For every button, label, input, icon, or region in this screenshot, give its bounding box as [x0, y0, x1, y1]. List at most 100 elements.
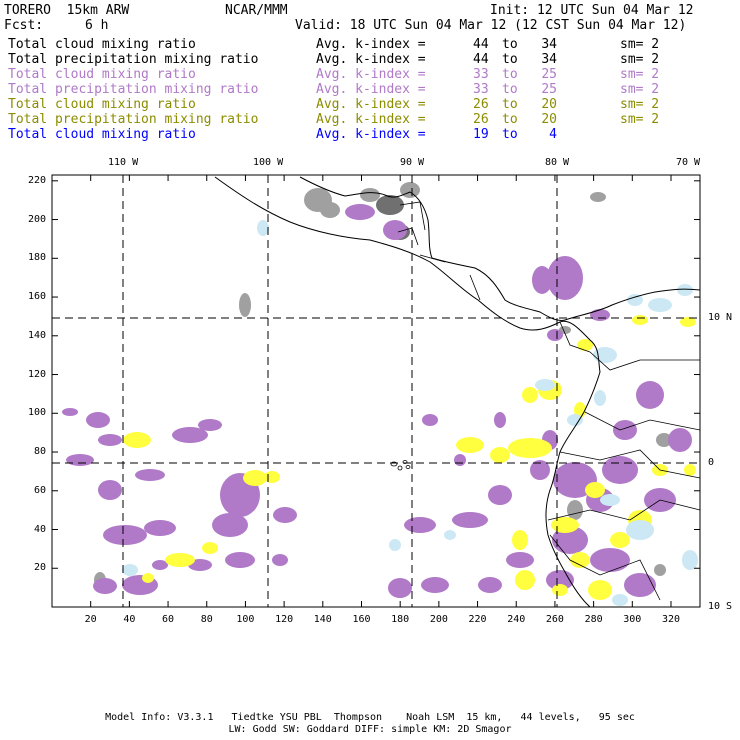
longitude-label: 110 W — [108, 157, 139, 168]
purple-cloud-region — [273, 507, 297, 523]
purple-cloud-region — [86, 412, 110, 428]
lightblue-cloud-region — [648, 298, 672, 312]
coastline-south-america — [564, 288, 700, 321]
purple-cloud-region — [103, 525, 147, 545]
yellow-cloud-region — [585, 482, 605, 498]
purple-cloud-region — [532, 266, 552, 294]
x-tick-label: 100 — [236, 614, 255, 625]
forecast-label: Fcst: — [4, 18, 44, 33]
yellow-cloud-region — [123, 432, 151, 448]
coastline-central-america — [214, 176, 601, 607]
cloud-fields — [62, 182, 698, 606]
x-tick-label: 220 — [468, 614, 487, 625]
lightblue-cloud-region — [567, 414, 583, 426]
x-tick-label: 80 — [200, 614, 213, 625]
lightblue-cloud-region — [626, 520, 654, 540]
purple-cloud-region — [636, 381, 664, 409]
yellow-cloud-region — [610, 532, 630, 548]
latitude-label: 0 — [708, 457, 715, 468]
legend-index-label: Avg. k-index = — [316, 127, 426, 142]
legend-to-word: to — [502, 112, 518, 127]
legend-smoothing: sm= 2 — [620, 52, 660, 67]
longitude-label: 90 W — [399, 157, 425, 168]
purple-cloud-region — [613, 420, 637, 440]
gray-cloud-region — [656, 433, 672, 447]
legend-from: 26 — [473, 97, 489, 112]
yellow-cloud-region — [202, 542, 218, 554]
longitude-label: 80 W — [544, 157, 570, 168]
purple-cloud-region — [547, 256, 583, 300]
yellow-cloud-region — [684, 464, 696, 476]
y-tick-label: 200 — [27, 213, 46, 225]
forecast-hours: 6 h — [85, 18, 109, 33]
legend-field: Total cloud mixing ratio — [8, 97, 196, 112]
purple-cloud-region — [590, 548, 630, 572]
x-tick-label: 320 — [661, 614, 681, 625]
legend-from: 26 — [473, 112, 489, 127]
gray-cloud-region — [567, 500, 583, 520]
legend-to: 20 — [541, 112, 557, 127]
gray-cloud-region — [400, 182, 420, 198]
plot-frame — [51, 174, 701, 608]
legend-field: Total precipitation mixing ratio — [8, 82, 259, 97]
purple-cloud-region — [345, 204, 375, 220]
legend-field: Total precipitation mixing ratio — [8, 52, 259, 67]
purple-cloud-region — [506, 552, 534, 568]
purple-cloud-region — [272, 554, 288, 566]
yellow-cloud-region — [165, 553, 195, 567]
yellow-cloud-region — [456, 437, 484, 453]
legend-to: 25 — [541, 82, 557, 97]
legend-from: 33 — [473, 82, 489, 97]
x-tick-label: 260 — [545, 614, 564, 625]
legend-to: 4 — [549, 127, 557, 142]
legend-index-label: Avg. k-index = — [316, 97, 426, 112]
legend-smoothing: sm= 2 — [620, 37, 660, 52]
legend-to-word: to — [502, 67, 518, 82]
gray-cloud-region — [590, 192, 606, 202]
legend-field: Total precipitation mixing ratio — [8, 112, 259, 127]
purple-cloud-region — [66, 454, 94, 466]
legend-to-word: to — [502, 127, 518, 142]
x-tick-label: 280 — [584, 614, 603, 625]
purple-cloud-region — [152, 560, 168, 570]
lightblue-cloud-region — [594, 390, 606, 406]
lightblue-cloud-region — [257, 220, 269, 236]
purple-cloud-region — [668, 428, 692, 452]
galapagos-islands — [390, 460, 411, 471]
darkgray-cloud-region — [376, 195, 404, 215]
y-tick-label: 140 — [27, 329, 46, 341]
x-tick-label: 60 — [162, 614, 175, 625]
lat-lon-grid — [52, 175, 700, 607]
purple-cloud-region — [98, 434, 122, 446]
axis-ticks — [52, 175, 700, 607]
legend-from: 44 — [473, 52, 489, 67]
model-title: TORERO 15km ARW — [4, 3, 130, 18]
legend-from: 44 — [473, 37, 489, 52]
yellow-cloud-region — [522, 387, 538, 403]
gray-cloud-region — [559, 326, 571, 334]
y-tick-label: 220 — [27, 174, 46, 186]
yellow-cloud-region — [512, 530, 528, 550]
gray-cloud-region — [239, 293, 251, 317]
legend-from: 19 — [473, 127, 489, 142]
lightblue-cloud-region — [122, 564, 138, 576]
purple-cloud-region — [552, 526, 588, 554]
yellow-cloud-region — [142, 573, 154, 583]
x-tick-label: 140 — [313, 614, 332, 625]
yellow-cloud-region — [570, 552, 590, 568]
x-tick-label: 20 — [84, 614, 97, 625]
lightblue-cloud-region — [627, 294, 643, 306]
purple-cloud-region — [172, 427, 208, 443]
yellow-cloud-region — [552, 584, 568, 596]
lightblue-cloud-region — [612, 594, 628, 606]
yellow-cloud-region — [490, 447, 510, 463]
yellow-cloud-region — [243, 470, 267, 486]
latitude-label: 10 N — [708, 312, 733, 323]
legend-to: 20 — [541, 97, 557, 112]
purple-cloud-region — [494, 412, 506, 428]
y-tick-label: 120 — [27, 368, 46, 380]
purple-cloud-region — [530, 460, 550, 480]
organization: NCAR/MMM — [225, 3, 288, 18]
legend-to-word: to — [502, 97, 518, 112]
